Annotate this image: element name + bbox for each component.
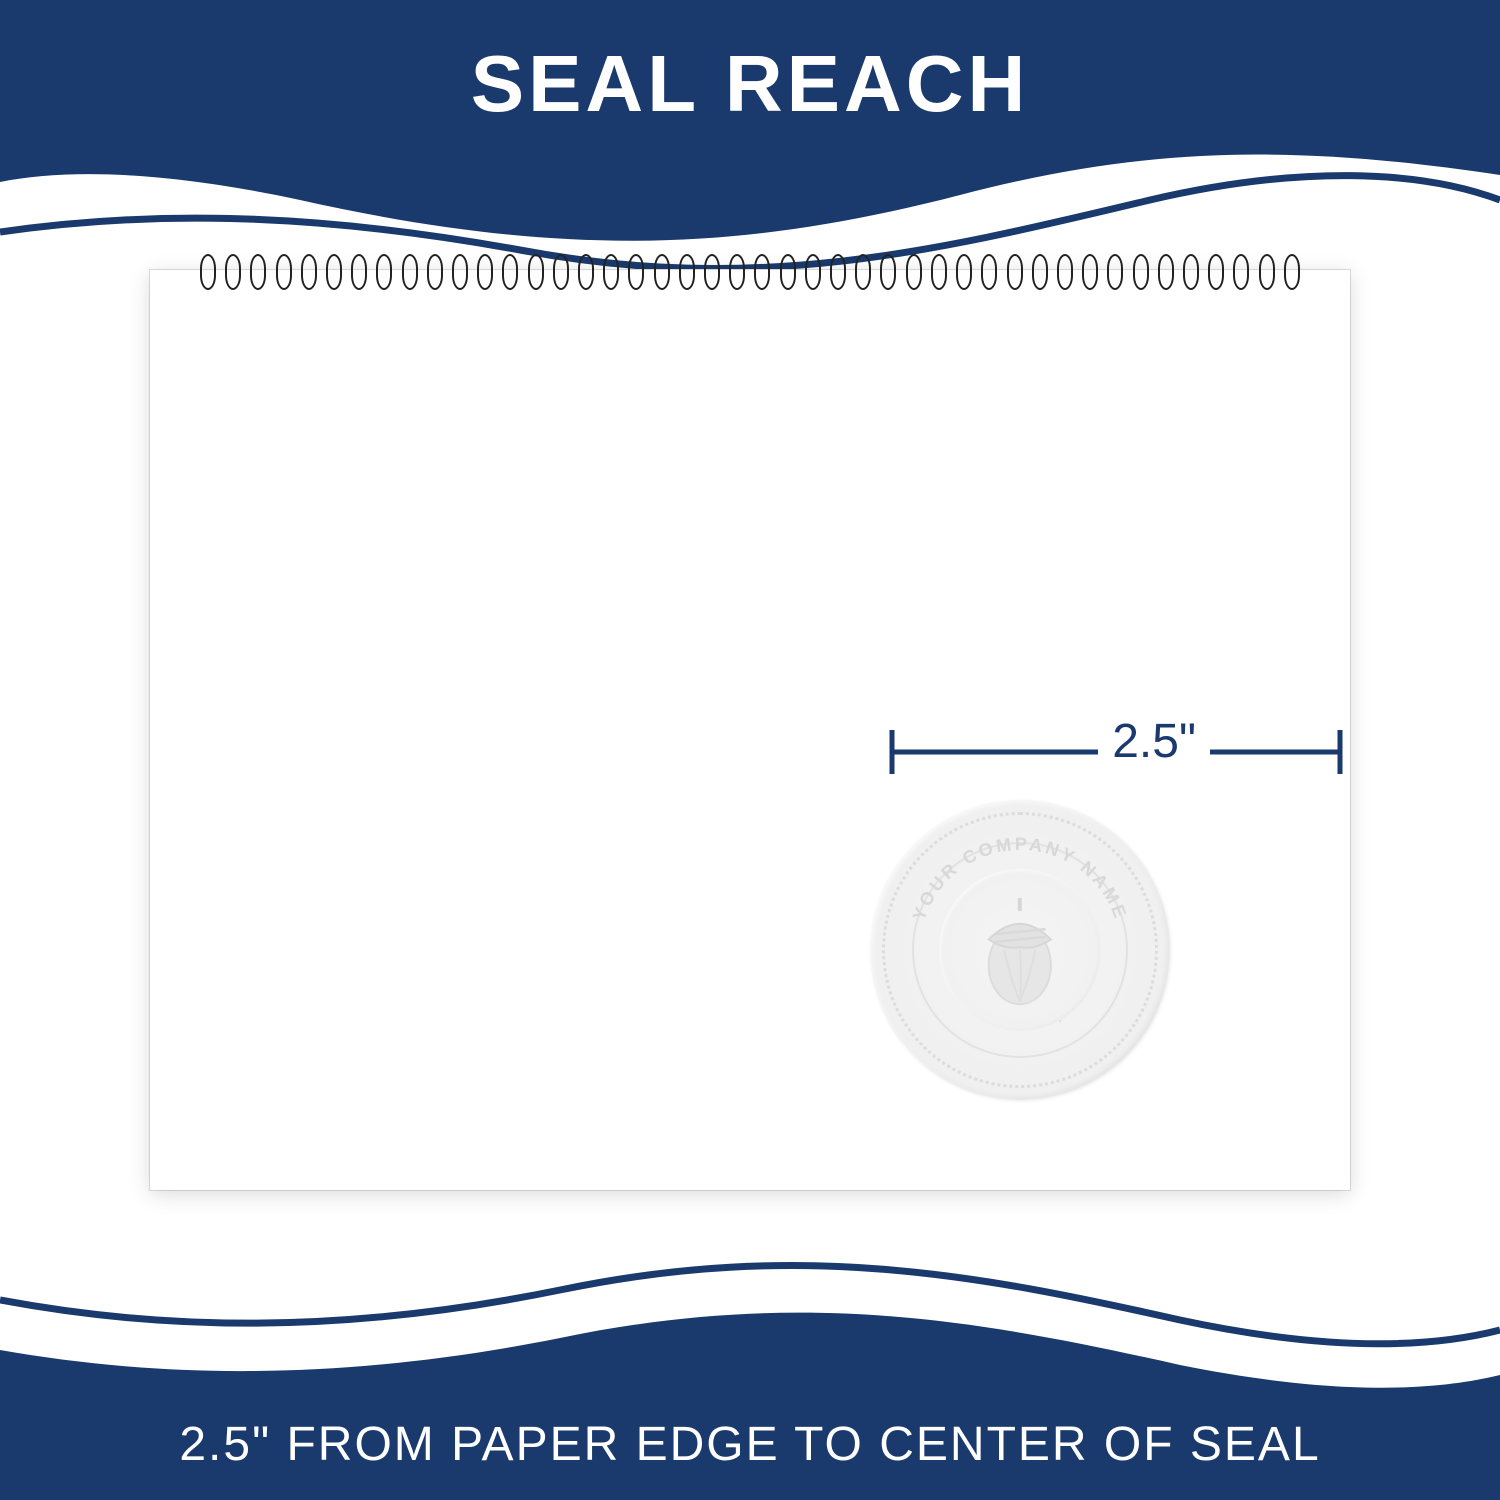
binding-ring xyxy=(1183,254,1199,290)
binding-ring xyxy=(250,254,266,290)
binding-ring xyxy=(704,254,720,290)
binding-ring xyxy=(1133,254,1149,290)
binding-ring xyxy=(1082,254,1098,290)
acorn-icon xyxy=(955,885,1085,1015)
binding-ring xyxy=(1032,254,1048,290)
binding-ring xyxy=(1284,254,1300,290)
measurement-label: 2.5" xyxy=(1098,714,1210,769)
spiral-binding xyxy=(200,254,1300,294)
binding-ring xyxy=(1107,254,1123,290)
binding-ring xyxy=(477,254,493,290)
binding-ring xyxy=(729,254,745,290)
binding-ring xyxy=(225,254,241,290)
binding-ring xyxy=(1208,254,1224,290)
binding-ring xyxy=(326,254,342,290)
binding-ring xyxy=(679,254,695,290)
seal-outer-circle: YOUR COMPANY NAME RICHMOND, VA xyxy=(870,800,1170,1100)
notepad: 2.5" YOUR COMPANY NAME RICHMOND, VA xyxy=(150,270,1350,1190)
binding-ring xyxy=(301,254,317,290)
binding-ring xyxy=(830,254,846,290)
binding-ring xyxy=(351,254,367,290)
binding-ring xyxy=(402,254,418,290)
binding-ring xyxy=(1158,254,1174,290)
binding-ring xyxy=(981,254,997,290)
binding-ring xyxy=(956,254,972,290)
embossed-seal: YOUR COMPANY NAME RICHMOND, VA xyxy=(870,800,1170,1100)
binding-ring xyxy=(452,254,468,290)
binding-ring xyxy=(200,254,216,290)
binding-ring xyxy=(1259,254,1275,290)
binding-ring xyxy=(578,254,594,290)
binding-ring xyxy=(502,254,518,290)
binding-ring xyxy=(906,254,922,290)
binding-ring xyxy=(528,254,544,290)
binding-ring xyxy=(628,254,644,290)
binding-ring xyxy=(805,254,821,290)
binding-ring xyxy=(1057,254,1073,290)
seal-center xyxy=(939,869,1101,1031)
binding-ring xyxy=(376,254,392,290)
binding-ring xyxy=(880,254,896,290)
binding-ring xyxy=(1007,254,1023,290)
binding-ring xyxy=(754,254,770,290)
binding-ring xyxy=(427,254,443,290)
binding-ring xyxy=(1233,254,1249,290)
page-title: SEAL REACH xyxy=(0,38,1500,130)
binding-ring xyxy=(553,254,569,290)
binding-ring xyxy=(654,254,670,290)
binding-ring xyxy=(603,254,619,290)
binding-ring xyxy=(780,254,796,290)
binding-ring xyxy=(931,254,947,290)
binding-ring xyxy=(855,254,871,290)
binding-ring xyxy=(276,254,292,290)
footer-caption: 2.5" FROM PAPER EDGE TO CENTER OF SEAL xyxy=(0,1417,1500,1472)
